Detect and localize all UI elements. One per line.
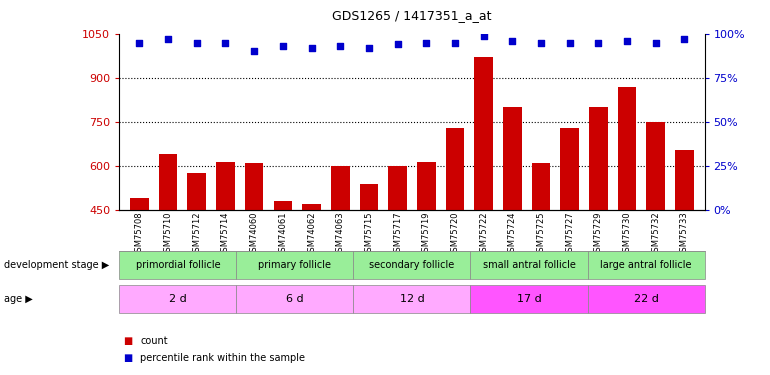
- Point: [363, 45, 375, 51]
- Point: [334, 43, 346, 49]
- Point: [506, 38, 518, 44]
- Point: [535, 40, 547, 46]
- Text: 2 d: 2 d: [169, 294, 187, 304]
- Bar: [273, 201, 292, 210]
- Text: 6 d: 6 d: [286, 294, 303, 304]
- Point: [477, 33, 490, 39]
- Text: primordial follicle: primordial follicle: [136, 260, 220, 270]
- Text: count: count: [140, 336, 168, 346]
- Point: [678, 36, 691, 42]
- Point: [391, 41, 403, 47]
- Text: 22 d: 22 d: [634, 294, 658, 304]
- Bar: [331, 166, 350, 210]
- Bar: [417, 162, 436, 210]
- Point: [191, 40, 203, 46]
- Bar: [388, 166, 407, 210]
- Point: [650, 40, 662, 46]
- Text: GDS1265 / 1417351_a_at: GDS1265 / 1417351_a_at: [332, 9, 492, 22]
- Bar: [647, 122, 665, 210]
- Text: 17 d: 17 d: [517, 294, 541, 304]
- Bar: [245, 163, 263, 210]
- Bar: [589, 107, 608, 210]
- Bar: [675, 150, 694, 210]
- Point: [592, 40, 604, 46]
- Point: [219, 40, 232, 46]
- Point: [564, 40, 576, 46]
- Bar: [503, 107, 522, 210]
- Point: [621, 38, 633, 44]
- Text: ■: ■: [123, 353, 132, 363]
- Text: development stage ▶: development stage ▶: [4, 260, 109, 270]
- Bar: [474, 57, 493, 210]
- Point: [420, 40, 433, 46]
- Text: percentile rank within the sample: percentile rank within the sample: [140, 353, 305, 363]
- Point: [248, 48, 260, 54]
- Bar: [302, 204, 321, 210]
- Bar: [130, 198, 149, 210]
- Point: [449, 40, 461, 46]
- Text: ■: ■: [123, 336, 132, 346]
- Bar: [159, 154, 177, 210]
- Bar: [446, 128, 464, 210]
- Text: age ▶: age ▶: [4, 294, 32, 304]
- Text: 12 d: 12 d: [400, 294, 424, 304]
- Bar: [532, 163, 551, 210]
- Point: [276, 43, 289, 49]
- Point: [133, 40, 146, 46]
- Bar: [187, 173, 206, 210]
- Bar: [618, 87, 637, 210]
- Text: primary follicle: primary follicle: [259, 260, 331, 270]
- Bar: [360, 184, 378, 210]
- Point: [306, 45, 318, 51]
- Bar: [561, 128, 579, 210]
- Text: small antral follicle: small antral follicle: [483, 260, 575, 270]
- Text: secondary follicle: secondary follicle: [370, 260, 454, 270]
- Text: large antral follicle: large antral follicle: [601, 260, 691, 270]
- Bar: [216, 162, 235, 210]
- Point: [162, 36, 174, 42]
